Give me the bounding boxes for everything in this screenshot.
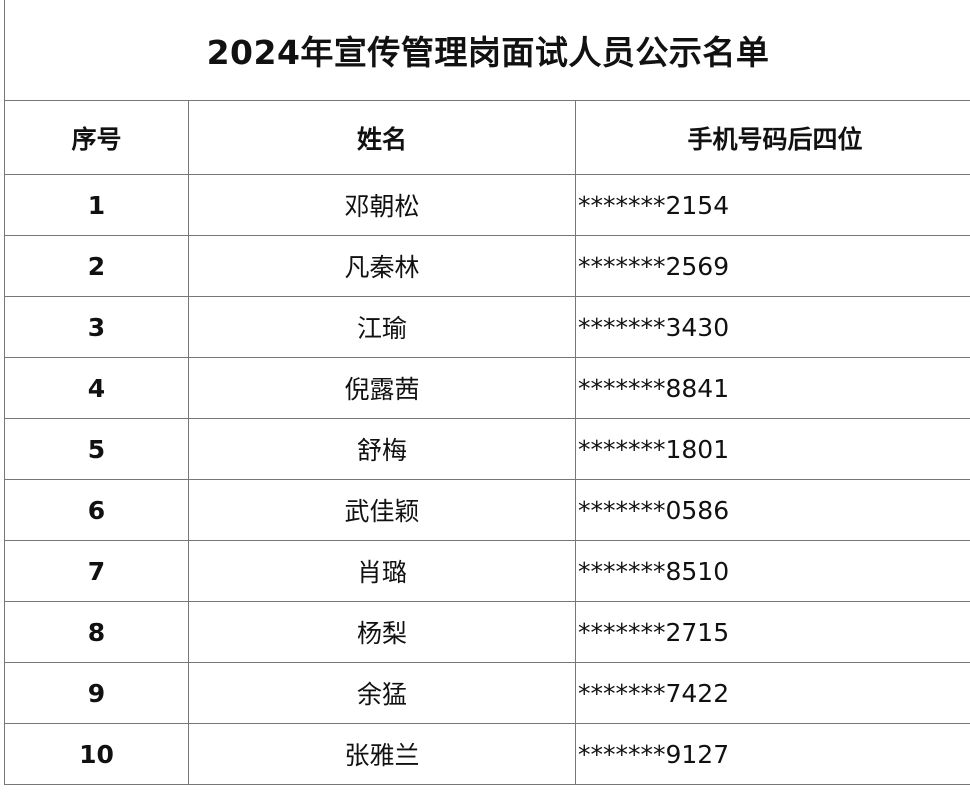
row-name: 杨梨: [188, 601, 576, 663]
row-phone: *******2569: [575, 235, 970, 297]
row-number: 3: [4, 296, 189, 358]
row-name: 倪露茜: [188, 357, 576, 419]
table-row: 5 舒梅 *******1801: [4, 418, 970, 480]
row-name: 余猛: [188, 662, 576, 724]
row-phone: *******3430: [575, 296, 970, 358]
row-number: 2: [4, 235, 189, 297]
column-header-name: 姓名: [188, 100, 576, 175]
row-phone: *******8510: [575, 540, 970, 602]
row-phone: *******2715: [575, 601, 970, 663]
row-number: 5: [4, 418, 189, 480]
candidate-table: 序号 姓名 手机号码后四位 1 邓朝松 *******2154 2 凡秦林 *******…: [4, 100, 970, 785]
row-number: 7: [4, 540, 189, 602]
table-row: 2 凡秦林 *******2569: [4, 235, 970, 297]
table-row: 10 张雅兰 *******9127: [4, 723, 970, 785]
table-row: 7 肖璐 *******8510: [4, 540, 970, 602]
row-phone: *******2154: [575, 174, 970, 236]
row-number: 8: [4, 601, 189, 663]
table-row: 8 杨梨 *******2715: [4, 601, 970, 663]
table-header-row: 序号 姓名 手机号码后四位: [4, 100, 970, 175]
table-row: 6 武佳颖 *******0586: [4, 479, 970, 541]
row-number: 6: [4, 479, 189, 541]
row-name: 肖璐: [188, 540, 576, 602]
row-number: 1: [4, 174, 189, 236]
row-name: 江瑜: [188, 296, 576, 358]
row-name: 舒梅: [188, 418, 576, 480]
row-phone: *******9127: [575, 723, 970, 785]
table-row: 9 余猛 *******7422: [4, 662, 970, 724]
page-title: 2024年宣传管理岗面试人员公示名单: [4, 0, 970, 100]
row-number: 4: [4, 357, 189, 419]
row-number: 10: [4, 723, 189, 785]
row-name: 武佳颖: [188, 479, 576, 541]
row-name: 张雅兰: [188, 723, 576, 785]
column-header-number: 序号: [4, 100, 189, 175]
table-row: 1 邓朝松 *******2154: [4, 174, 970, 236]
column-header-phone: 手机号码后四位: [575, 100, 970, 175]
table-row: 3 江瑜 *******3430: [4, 296, 970, 358]
row-name: 凡秦林: [188, 235, 576, 297]
row-name: 邓朝松: [188, 174, 576, 236]
row-phone: *******8841: [575, 357, 970, 419]
row-phone: *******0586: [575, 479, 970, 541]
row-number: 9: [4, 662, 189, 724]
table-row: 4 倪露茜 *******8841: [4, 357, 970, 419]
row-phone: *******7422: [575, 662, 970, 724]
row-phone: *******1801: [575, 418, 970, 480]
